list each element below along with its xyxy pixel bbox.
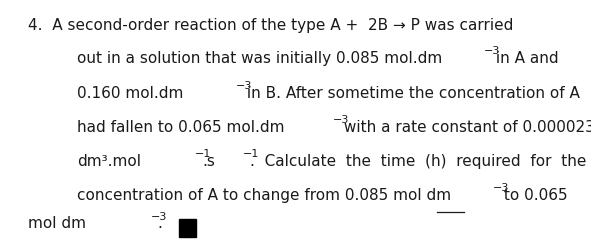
Text: had fallen to 0.065 mol.dm: had fallen to 0.065 mol.dm [77, 120, 284, 135]
Text: −3: −3 [333, 115, 349, 125]
Text: mol dm: mol dm [28, 216, 86, 231]
Text: .s: .s [203, 154, 216, 169]
Text: in A and: in A and [491, 51, 558, 66]
FancyBboxPatch shape [179, 219, 196, 237]
Text: concentration of A to change from 0.085 mol dm: concentration of A to change from 0.085 … [77, 188, 451, 203]
Text: −3: −3 [492, 184, 509, 193]
Text: 0.160 mol.dm: 0.160 mol.dm [77, 86, 183, 101]
Text: −3: −3 [484, 46, 501, 57]
Text: to 0.065: to 0.065 [499, 188, 568, 203]
Text: 4.  A second-order reaction of the type A +  2B → P was carried: 4. A second-order reaction of the type A… [28, 18, 513, 32]
Text: dm³.mol: dm³.mol [77, 154, 141, 169]
Text: −1: −1 [195, 149, 211, 159]
Text: .: . [158, 216, 163, 231]
Text: with a rate constant of 0.000023: with a rate constant of 0.000023 [339, 120, 591, 135]
Text: −1: −1 [243, 149, 259, 159]
Text: out in a solution that was initially 0.085 mol.dm: out in a solution that was initially 0.0… [77, 51, 442, 66]
Text: −3: −3 [235, 81, 252, 91]
Text: in B. After sometime the concentration of A: in B. After sometime the concentration o… [242, 86, 580, 101]
Text: −3: −3 [151, 212, 167, 221]
Text: .  Calculate  the  time  (h)  required  for  the: . Calculate the time (h) required for th… [250, 154, 586, 169]
